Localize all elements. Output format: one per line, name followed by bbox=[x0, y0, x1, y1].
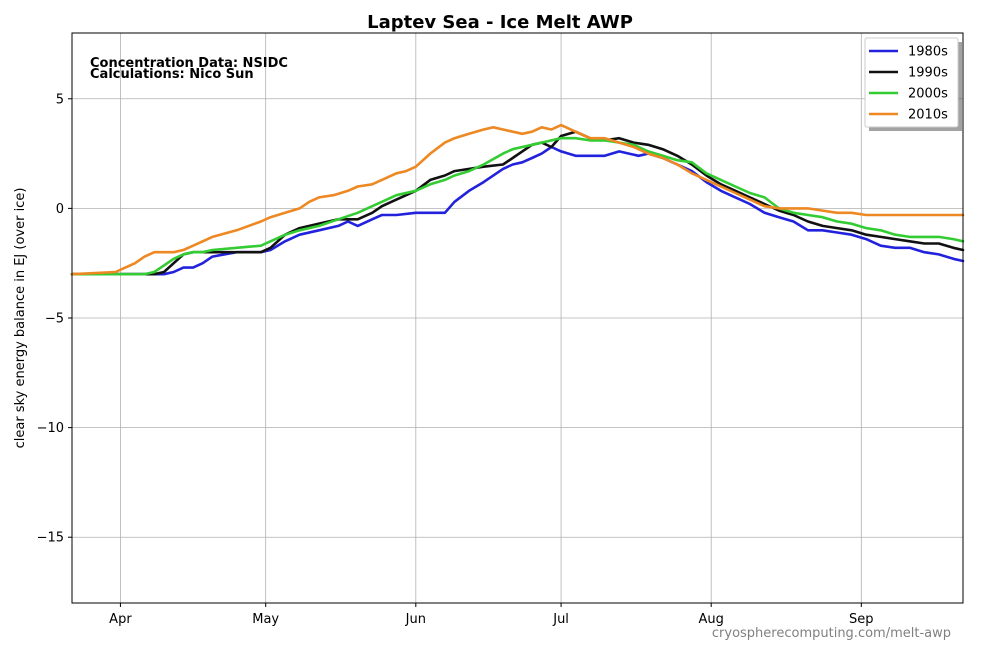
credit-text: cryospherecomputing.com/melt-awp bbox=[712, 626, 951, 641]
x-tick-label-sep: Sep bbox=[849, 612, 874, 627]
legend-label-1980s: 1980s bbox=[908, 45, 948, 60]
y-axis-label: clear sky energy balance in EJ (over ice… bbox=[13, 188, 28, 449]
x-tick-label-may: May bbox=[252, 612, 279, 627]
y-tick-label: 0 bbox=[56, 202, 64, 217]
x-tick-label-jul: Jul bbox=[552, 612, 569, 627]
annotation-concentration-data: Concentration Data: NSIDC bbox=[90, 56, 288, 71]
x-axis-ticks: Apr May Jun Jul Aug Sep bbox=[109, 603, 874, 627]
legend-label-1990s: 1990s bbox=[908, 66, 948, 81]
legend-label-2010s: 2010s bbox=[908, 108, 948, 123]
x-tick-label-jun: Jun bbox=[405, 612, 426, 627]
series-line-2010s bbox=[70, 123, 965, 276]
annotation-calculations: Calculations: Nico Sun bbox=[90, 67, 254, 82]
x-tick-label-aug: Aug bbox=[699, 612, 724, 627]
legend-label-2000s: 2000s bbox=[908, 87, 948, 102]
series-line-2000s bbox=[70, 136, 965, 276]
y-tick-label: 5 bbox=[56, 92, 64, 107]
y-tick-label: −10 bbox=[37, 421, 64, 436]
chart-title: Laptev Sea - Ice Melt AWP bbox=[367, 12, 633, 33]
grid-layer bbox=[72, 33, 963, 603]
legend-items: 1980s 1990s 2000s 2010s bbox=[869, 45, 948, 123]
legend: 1980s 1990s 2000s 2010s bbox=[864, 37, 962, 131]
y-tick-label: −5 bbox=[45, 312, 64, 327]
legend-box bbox=[864, 37, 959, 128]
series-layer bbox=[70, 123, 965, 276]
y-tick-label: −15 bbox=[37, 531, 64, 546]
y-axis-ticks: −15 −10 −5 0 5 bbox=[37, 92, 72, 546]
x-tick-label-apr: Apr bbox=[109, 612, 132, 627]
